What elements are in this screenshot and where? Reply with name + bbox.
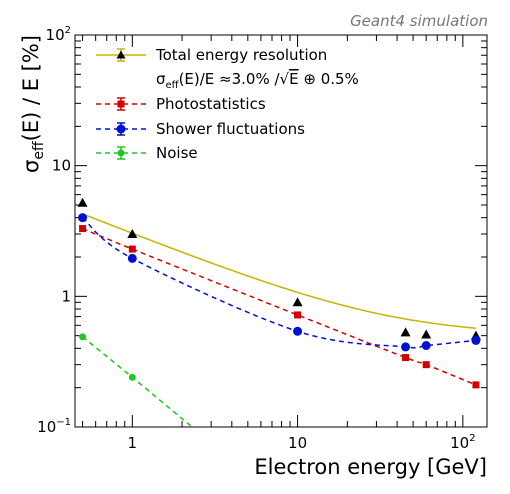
data-point-triangle — [400, 327, 411, 337]
data-point-circle — [421, 341, 431, 351]
y-tick-label: 1 — [61, 287, 71, 305]
y-axis-title-rest: (E) / E [%] — [19, 35, 43, 141]
data-point-square — [128, 245, 136, 253]
series-markers — [77, 197, 481, 389]
legend-entry-total: Total energy resolution — [96, 46, 327, 64]
y-tick-label: 102 — [46, 25, 71, 44]
x-tick-label: 102 — [450, 433, 475, 452]
legend-entry-photostatistics: Photostatistics — [96, 95, 266, 113]
plot-frame — [74, 34, 488, 428]
x-tick-label: 1 — [128, 434, 138, 452]
series-curve — [82, 213, 477, 329]
data-point-circle — [78, 213, 88, 223]
data-point-circle — [79, 333, 87, 341]
legend-marker-noise — [117, 149, 125, 157]
legend-marker-photostatistics — [117, 100, 125, 108]
y-axis-title-subscript: eff — [31, 141, 47, 160]
series-curves — [82, 213, 477, 428]
data-point-triangle — [77, 197, 88, 207]
legend-label-noise: Noise — [156, 144, 198, 162]
fit-formula: σeff(E)/E ≈3.0% /√E ⊕ 0.5% — [156, 70, 359, 91]
data-point-square — [402, 354, 410, 362]
x-tick-label: 10 — [288, 434, 307, 452]
y-axis-title: σeff(E) / E [%] — [19, 35, 47, 173]
legend-marker-shower — [116, 124, 126, 134]
data-point-square — [472, 381, 480, 389]
sqrt-radicand: E — [289, 70, 298, 88]
data-point-circle — [128, 373, 136, 381]
data-point-triangle — [421, 329, 432, 339]
y-tick-labels: 10−1 1 10 102 — [37, 25, 71, 436]
data-point-square — [422, 361, 430, 369]
chart-annotation: Geant4 simulation — [350, 12, 488, 30]
legend-label-photostatistics: Photostatistics — [156, 95, 266, 113]
data-point-circle — [471, 335, 481, 345]
y-axis-title-sigma: σ — [19, 160, 43, 173]
data-point-triangle — [127, 228, 138, 238]
data-point-circle — [293, 326, 303, 336]
data-point-square — [79, 225, 87, 233]
legend-entry-shower: Shower fluctuations — [96, 120, 305, 138]
data-point-triangle — [292, 297, 303, 307]
legend: Total energy resolution σeff(E)/E ≈3.0% … — [96, 46, 359, 162]
legend-entry-noise: Noise — [96, 144, 198, 162]
series-curve — [82, 227, 477, 386]
x-tick-labels: 1 10 102 — [128, 433, 476, 452]
data-point-circle — [127, 253, 137, 263]
legend-label-total: Total energy resolution — [155, 46, 327, 64]
legend-marker-total — [116, 50, 126, 59]
series-curve — [82, 336, 193, 428]
sqrt-sign: √ — [280, 70, 290, 88]
axis-ticks — [75, 34, 487, 428]
plot-area — [74, 34, 488, 428]
y-tick-label: 10 — [52, 157, 71, 175]
legend-label-shower: Shower fluctuations — [156, 120, 305, 138]
data-point-circle — [401, 342, 411, 352]
x-axis-title: Electron energy [GeV] — [254, 455, 487, 479]
data-point-square — [294, 311, 302, 319]
y-tick-label: 10−1 — [37, 417, 71, 436]
